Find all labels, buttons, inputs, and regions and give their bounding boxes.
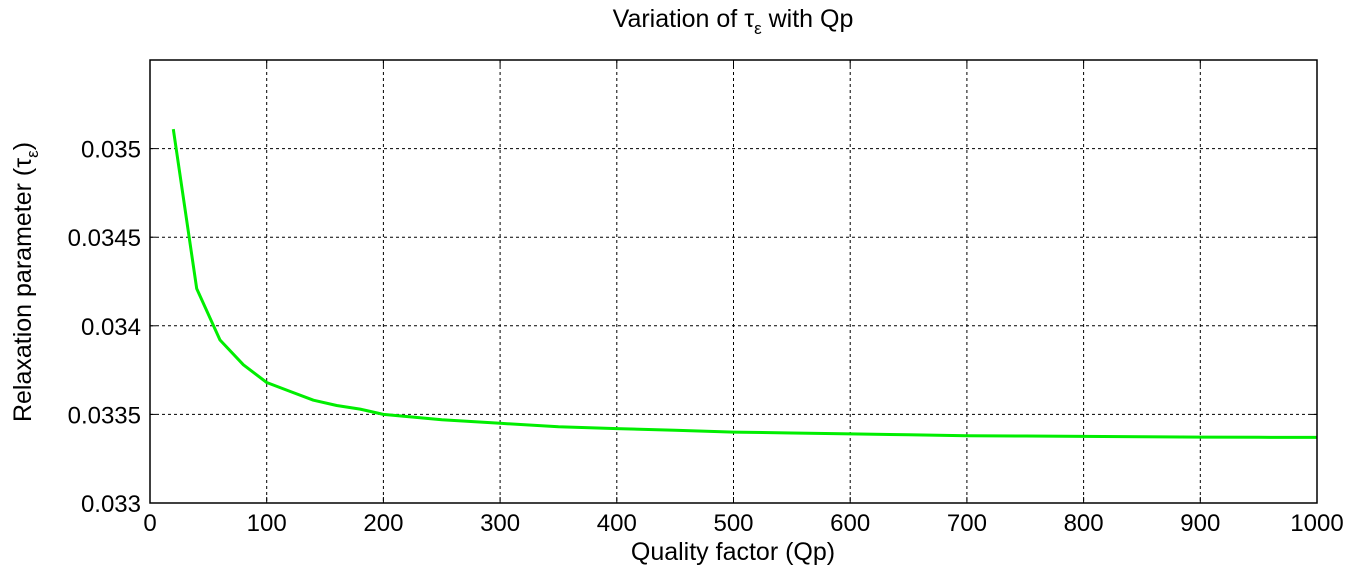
y-tick-label: 0.034 (81, 314, 141, 341)
x-tick-label: 700 (947, 510, 987, 537)
y-tick-label: 0.035 (81, 137, 141, 164)
grid-lines (150, 60, 1317, 503)
x-tick-label: 500 (713, 510, 753, 537)
y-tick-label: 0.033 (81, 491, 141, 518)
chart-title: Variation of τε with Qp (613, 5, 854, 38)
y-axis-label: Relaxation parameter (τε) (9, 142, 42, 422)
x-tick-label: 0 (143, 510, 156, 537)
x-tick-label: 1000 (1290, 510, 1343, 537)
x-tick-label: 600 (830, 510, 870, 537)
series-line (171, 128, 1318, 439)
y-tick-label: 0.0335 (68, 402, 141, 429)
title-subscript: ε (754, 19, 762, 38)
y-tick-label: 0.0345 (68, 225, 141, 252)
x-tick-label: 400 (597, 510, 637, 537)
axis-ticks: 0 100 200 300 400 500 600 700 800 900 1000 0.033 0.0… (68, 60, 1344, 537)
ylabel-subscript: ε (23, 150, 42, 158)
x-tick-label: 100 (247, 510, 287, 537)
x-axis-label: Quality factor (Qp) (631, 538, 835, 566)
ylabel-tau-symbol: τ (9, 158, 37, 168)
x-tick-label: 800 (1064, 510, 1104, 537)
x-tick-label: 200 (363, 510, 403, 537)
series-layer (171, 128, 1318, 439)
title-tau-symbol: τ (744, 5, 754, 33)
x-tick-label: 300 (480, 510, 520, 537)
x-tick-label: 900 (1180, 510, 1220, 537)
